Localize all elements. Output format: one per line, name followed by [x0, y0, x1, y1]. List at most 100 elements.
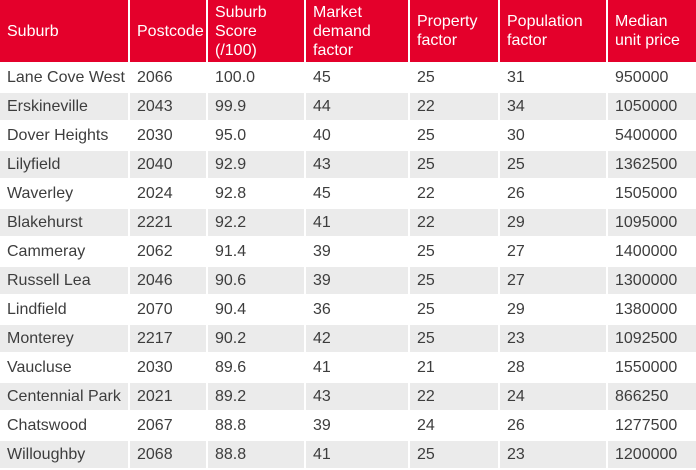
table-cell: 22 — [410, 180, 500, 209]
table-cell: 99.9 — [208, 93, 306, 122]
table-cell: 27 — [500, 238, 608, 267]
table-cell: Lane Cove West — [0, 64, 130, 93]
table-cell: 22 — [410, 209, 500, 238]
table-cell: 95.0 — [208, 122, 306, 151]
table-cell: 25 — [410, 296, 500, 325]
table-cell: 1300000 — [608, 267, 696, 296]
table-cell: 2046 — [130, 267, 208, 296]
table-cell: 2030 — [130, 122, 208, 151]
table-cell: 1362500 — [608, 151, 696, 180]
table-row: Chatswood 2067 88.8 39 24 26 1277500 — [0, 412, 696, 441]
table-row: Vaucluse 2030 89.6 41 21 28 1550000 — [0, 354, 696, 383]
table-cell: 89.2 — [208, 383, 306, 412]
table-cell: 2217 — [130, 325, 208, 354]
table-cell: 90.6 — [208, 267, 306, 296]
table-row: Lane Cove West 2066 100.0 45 25 31 950000 — [0, 64, 696, 93]
table-cell: 2043 — [130, 93, 208, 122]
table-cell: Lindfield — [0, 296, 130, 325]
table-cell: 43 — [306, 383, 410, 412]
table-cell: 25 — [410, 151, 500, 180]
table-cell: 41 — [306, 209, 410, 238]
table-cell: Vaucluse — [0, 354, 130, 383]
table-cell: 36 — [306, 296, 410, 325]
column-header-suburb: Suburb — [0, 0, 130, 64]
table-cell: 92.2 — [208, 209, 306, 238]
column-header-population-factor: Population factor — [500, 0, 608, 64]
table-cell: 950000 — [608, 64, 696, 93]
table-row: Willoughby 2068 88.8 41 25 23 1200000 — [0, 441, 696, 470]
table-cell: 21 — [410, 354, 500, 383]
table-cell: 45 — [306, 64, 410, 93]
table-row: Lilyfield 2040 92.9 43 25 25 1362500 — [0, 151, 696, 180]
table-cell: 22 — [410, 93, 500, 122]
table-cell: 25 — [410, 441, 500, 470]
table-cell: 39 — [306, 267, 410, 296]
table-cell: Lilyfield — [0, 151, 130, 180]
table-cell: Cammeray — [0, 238, 130, 267]
table-header: Suburb Postcode Suburb Score (/100) Mark… — [0, 0, 696, 64]
table-row: Monterey 2217 90.2 42 25 23 1092500 — [0, 325, 696, 354]
table-cell: Centennial Park — [0, 383, 130, 412]
table-cell: Russell Lea — [0, 267, 130, 296]
table-header-row: Suburb Postcode Suburb Score (/100) Mark… — [0, 0, 696, 64]
table-cell: 25 — [410, 325, 500, 354]
table-cell: 34 — [500, 93, 608, 122]
table-cell: 866250 — [608, 383, 696, 412]
table-cell: 1550000 — [608, 354, 696, 383]
table-cell: 2067 — [130, 412, 208, 441]
table-cell: 1092500 — [608, 325, 696, 354]
table-cell: 1095000 — [608, 209, 696, 238]
table-row: Russell Lea 2046 90.6 39 25 27 1300000 — [0, 267, 696, 296]
table-cell: 91.4 — [208, 238, 306, 267]
table-cell: 41 — [306, 354, 410, 383]
table-cell: 1050000 — [608, 93, 696, 122]
table-row: Lindfield 2070 90.4 36 25 29 1380000 — [0, 296, 696, 325]
column-header-postcode: Postcode — [130, 0, 208, 64]
table-cell: Willoughby — [0, 441, 130, 470]
table-row: Blakehurst 2221 92.2 41 22 29 1095000 — [0, 209, 696, 238]
table-cell: Dover Heights — [0, 122, 130, 151]
table-cell: 31 — [500, 64, 608, 93]
column-header-market-demand-factor: Market demand factor — [306, 0, 410, 64]
table-cell: 39 — [306, 412, 410, 441]
table-row: Erskineville 2043 99.9 44 22 34 1050000 — [0, 93, 696, 122]
table-cell: 26 — [500, 180, 608, 209]
table-row: Centennial Park 2021 89.2 43 22 24 866250 — [0, 383, 696, 412]
table-cell: 30 — [500, 122, 608, 151]
table-cell: 1400000 — [608, 238, 696, 267]
table-cell: Blakehurst — [0, 209, 130, 238]
table-cell: 2221 — [130, 209, 208, 238]
table-row: Dover Heights 2030 95.0 40 25 30 5400000 — [0, 122, 696, 151]
table-cell: 25 — [500, 151, 608, 180]
table-cell: 28 — [500, 354, 608, 383]
table-cell: 29 — [500, 209, 608, 238]
table-cell: 23 — [500, 441, 608, 470]
table-cell: Chatswood — [0, 412, 130, 441]
table-cell: 1277500 — [608, 412, 696, 441]
table-cell: 24 — [500, 383, 608, 412]
table-cell: 100.0 — [208, 64, 306, 93]
table-cell: 27 — [500, 267, 608, 296]
table-cell: 88.8 — [208, 441, 306, 470]
table-cell: 23 — [500, 325, 608, 354]
table-cell: 90.2 — [208, 325, 306, 354]
table-cell: 1380000 — [608, 296, 696, 325]
table-cell: 29 — [500, 296, 608, 325]
table-cell: 43 — [306, 151, 410, 180]
column-header-property-factor: Property factor — [410, 0, 500, 64]
table-cell: 45 — [306, 180, 410, 209]
table-cell: 88.8 — [208, 412, 306, 441]
table-cell: 2040 — [130, 151, 208, 180]
table-cell: 39 — [306, 238, 410, 267]
table-cell: 25 — [410, 238, 500, 267]
table-cell: 92.9 — [208, 151, 306, 180]
table-cell: 24 — [410, 412, 500, 441]
table-cell: 90.4 — [208, 296, 306, 325]
table-cell: Monterey — [0, 325, 130, 354]
table-cell: 26 — [500, 412, 608, 441]
table-cell: 1200000 — [608, 441, 696, 470]
table-cell: 25 — [410, 64, 500, 93]
table-cell: 2024 — [130, 180, 208, 209]
